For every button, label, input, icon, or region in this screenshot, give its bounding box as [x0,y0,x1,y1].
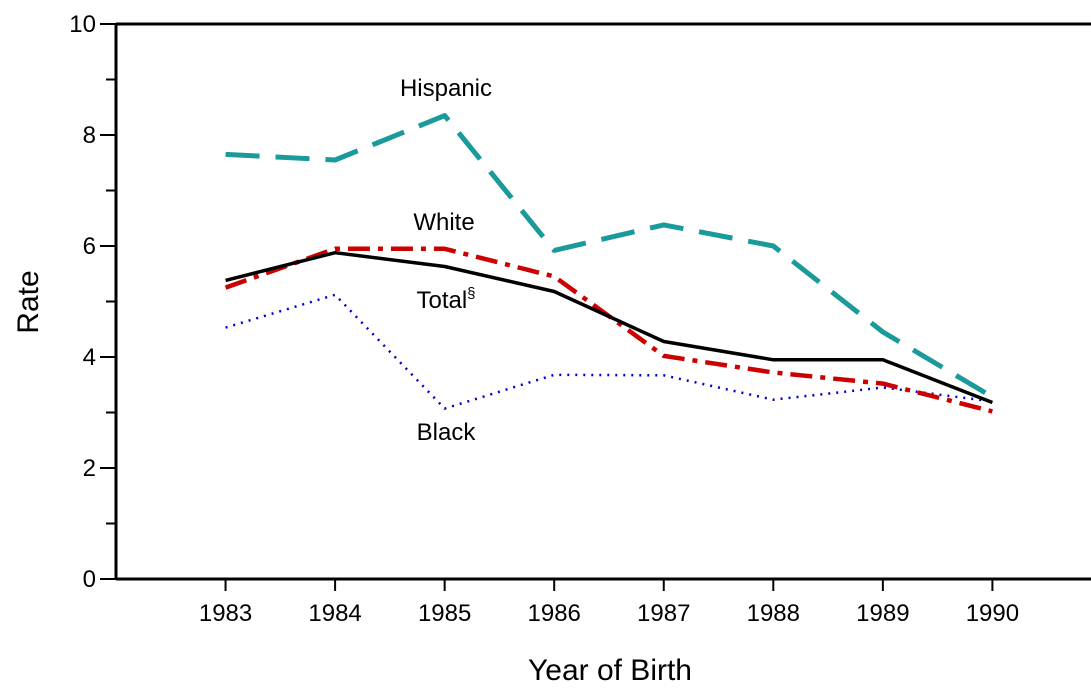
y-tick-label: 6 [83,233,96,260]
x-tick-label: 1988 [747,600,800,627]
x-tick-label: 1989 [856,600,909,627]
x-axis-title: Year of Birth [528,654,692,687]
series-label-superscript: § [467,285,475,302]
x-tick-label: 1986 [528,600,581,627]
series-line-total [225,250,994,405]
axes-layer: 0 2 4 6 8 10 1983 1984 1985 1986 1987 1988 1989 1990 [69,11,1091,627]
y-axis-title: Rate [12,270,45,333]
x-tick-label: 1984 [308,600,361,627]
y-tick-label: 4 [83,344,96,371]
x-tick-label: 1990 [966,600,1019,627]
series-label-total: Total§ [416,285,475,314]
series-line-hispanic [225,113,994,400]
y-tick-label: 10 [69,11,96,38]
series-label-black: Black [417,419,477,446]
x-tick-label: 1987 [637,600,690,627]
y-tick-label: 2 [83,455,96,482]
series-label-hispanic: Hispanic [400,75,492,102]
x-tick-label: 1985 [418,600,471,627]
series-label-white: White [413,209,474,236]
series-line-black [225,293,993,410]
series-layer [224,113,994,414]
x-tick-label: 1983 [199,600,252,627]
series-labels-layer: Hispanic White Total§ Black [400,75,492,446]
y-tick-label: 8 [83,122,96,149]
y-tick-label: 0 [83,566,96,593]
